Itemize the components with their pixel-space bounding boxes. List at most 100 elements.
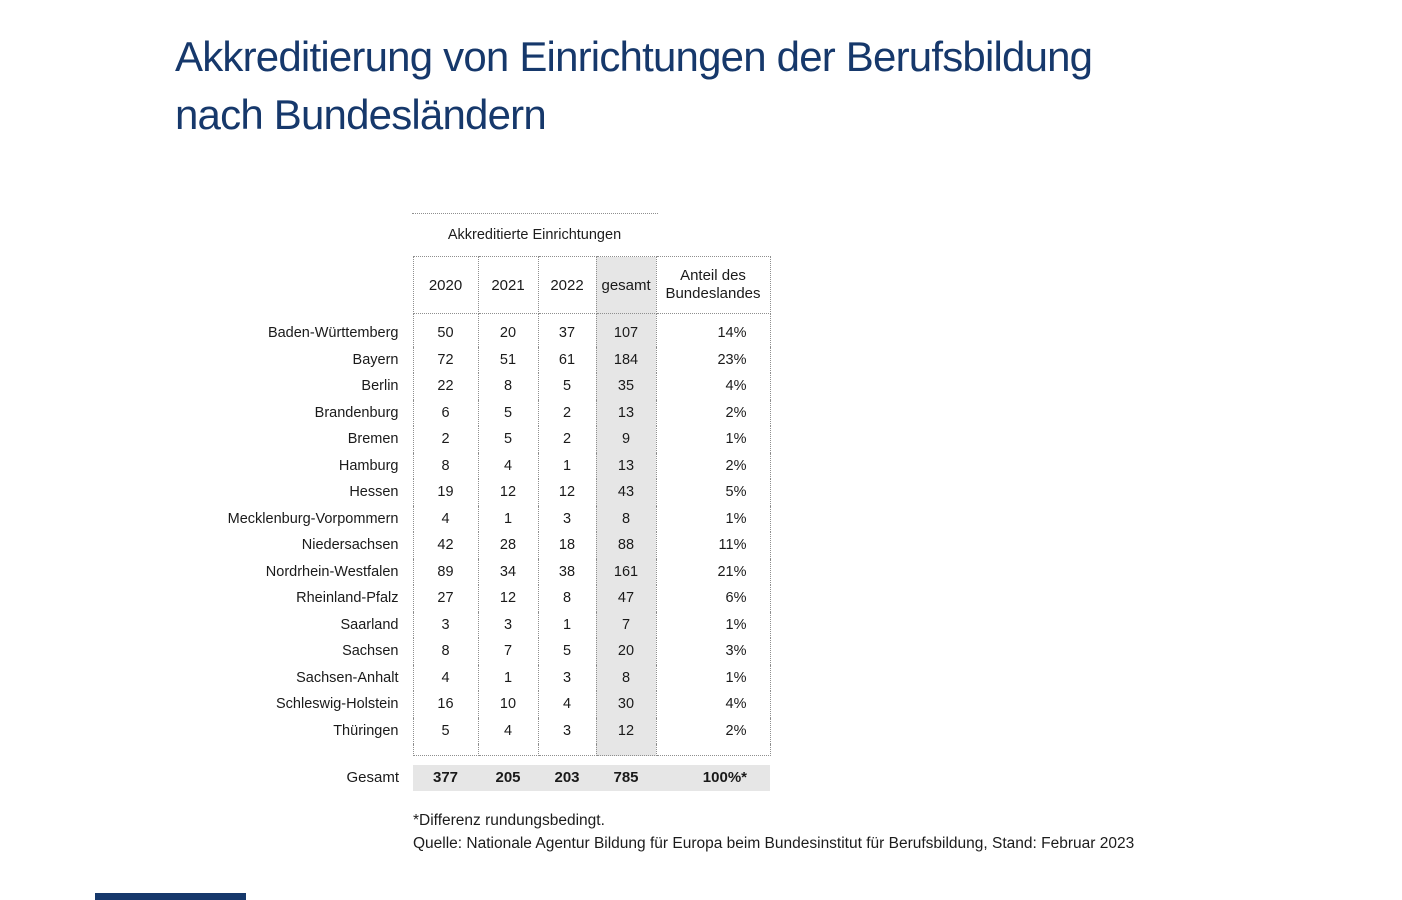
value-cell: 13 xyxy=(595,399,657,426)
row-label: Berlin xyxy=(361,378,399,395)
value-cell: 4 xyxy=(412,664,479,691)
value-cell: 1% xyxy=(655,426,771,453)
value-cell: 12 xyxy=(595,717,657,744)
value-cell: 10 xyxy=(477,691,539,718)
value-cell: 4 xyxy=(477,717,539,744)
value-cell: 12 xyxy=(477,585,539,612)
value-cell: 72 xyxy=(412,346,479,373)
value-cell: 6 xyxy=(412,399,479,426)
value-cell: 51 xyxy=(477,346,539,373)
value-cell: 20 xyxy=(477,313,539,347)
value-cell: 4 xyxy=(477,452,539,479)
table-row: Brandenburg 6 5 2 13 2% xyxy=(150,399,771,426)
table-row: Rheinland-Pfalz 27 12 8 47 6% xyxy=(150,585,771,612)
table-bottom-spacer xyxy=(150,744,771,756)
row-label: Nordrhein-Westfalen xyxy=(265,563,399,580)
header-row: 2020 2021 2022 gesamt Anteil des Bundesl… xyxy=(150,256,771,314)
table-row: Niedersachsen 42 28 18 88 11% xyxy=(150,532,771,559)
total-label: Gesamt xyxy=(346,769,399,786)
value-cell: 184 xyxy=(595,346,657,373)
table-row: Baden-Württemberg 50 20 37 107 14% xyxy=(150,313,771,347)
table-row: Thüringen 5 4 3 12 2% xyxy=(150,717,771,744)
value-cell: 19 xyxy=(412,479,479,506)
col-header-2020: 2020 xyxy=(412,256,479,314)
row-label: Hamburg xyxy=(338,457,399,474)
row-label: Mecklenburg-Vorpommern xyxy=(227,510,399,527)
row-label: Bayern xyxy=(352,351,399,368)
row-label: Bremen xyxy=(347,431,399,448)
page-title-line-1: Akkreditierung von Einrichtungen der Ber… xyxy=(175,33,1093,80)
value-cell: 3 xyxy=(477,611,539,638)
col-header-gesamt: gesamt xyxy=(595,256,657,314)
value-cell: 34 xyxy=(477,558,539,585)
value-cell: 8 xyxy=(537,585,597,612)
row-label: Sachsen-Anhalt xyxy=(296,669,399,686)
total-value-2022: 203 xyxy=(554,769,580,786)
value-cell: 161 xyxy=(595,558,657,585)
accreditation-table: 2020 2021 2022 gesamt Anteil des Bundesl… xyxy=(150,256,771,756)
value-cell: 2% xyxy=(655,717,771,744)
value-cell: 35 xyxy=(595,373,657,400)
table-row: Hamburg 8 4 1 13 2% xyxy=(150,452,771,479)
value-cell: 5 xyxy=(537,373,597,400)
page-title: Akkreditierung von Einrichtungen der Ber… xyxy=(175,28,1093,144)
value-cell: 2% xyxy=(655,399,771,426)
col-header-2021: 2021 xyxy=(477,256,539,314)
row-label: Sachsen xyxy=(342,643,399,660)
value-cell: 89 xyxy=(412,558,479,585)
total-value-gesamt: 785 xyxy=(613,769,639,786)
value-cell: 1 xyxy=(477,664,539,691)
value-cell: 5 xyxy=(477,426,539,453)
row-label: Brandenburg xyxy=(314,404,399,421)
brand-bar xyxy=(95,893,246,900)
value-cell: 11% xyxy=(655,532,771,559)
value-cell: 27 xyxy=(412,585,479,612)
value-cell: 8 xyxy=(412,452,479,479)
value-cell: 20 xyxy=(595,638,657,665)
row-label: Rheinland-Pfalz xyxy=(296,590,399,607)
table-row: Hessen 19 12 12 43 5% xyxy=(150,479,771,506)
value-cell: 38 xyxy=(537,558,597,585)
value-cell: 6% xyxy=(655,585,771,612)
value-cell: 1 xyxy=(477,505,539,532)
value-cell: 3 xyxy=(537,664,597,691)
value-cell: 3 xyxy=(412,611,479,638)
value-cell: 1% xyxy=(655,664,771,691)
value-cell: 3% xyxy=(655,638,771,665)
table-row: Sachsen 8 7 5 20 3% xyxy=(150,638,771,665)
value-cell: 2 xyxy=(412,426,479,453)
value-cell: 1% xyxy=(655,611,771,638)
table-row: Bayern 72 51 61 184 23% xyxy=(150,346,771,373)
value-cell: 37 xyxy=(537,313,597,347)
value-cell: 5 xyxy=(412,717,479,744)
value-cell: 21% xyxy=(655,558,771,585)
value-cell: 14% xyxy=(655,313,771,347)
value-cell: 7 xyxy=(595,611,657,638)
value-cell: 8 xyxy=(477,373,539,400)
value-cell: 107 xyxy=(595,313,657,347)
value-cell: 5 xyxy=(537,638,597,665)
header-row-label-spacer xyxy=(150,257,413,314)
value-cell: 4% xyxy=(655,691,771,718)
table-row: Berlin 22 8 5 35 4% xyxy=(150,373,771,400)
value-cell: 43 xyxy=(595,479,657,506)
value-cell: 9 xyxy=(595,426,657,453)
value-cell: 3 xyxy=(537,717,597,744)
value-cell: 23% xyxy=(655,346,771,373)
value-cell: 16 xyxy=(412,691,479,718)
value-cell: 50 xyxy=(412,313,479,347)
value-cell: 5% xyxy=(655,479,771,506)
value-cell: 1 xyxy=(537,452,597,479)
value-cell: 12 xyxy=(537,479,597,506)
value-cell: 2 xyxy=(537,426,597,453)
value-cell: 47 xyxy=(595,585,657,612)
table-row: Sachsen-Anhalt 4 1 3 8 1% xyxy=(150,664,771,691)
value-cell: 8 xyxy=(595,664,657,691)
row-label: Hessen xyxy=(349,484,399,501)
footnote-asterisk: *Differenz rundungsbedingt. xyxy=(413,812,605,829)
value-cell: 88 xyxy=(595,532,657,559)
value-cell: 12 xyxy=(477,479,539,506)
table-group-header: Akkreditierte Einrichtungen xyxy=(447,227,622,243)
value-cell: 2% xyxy=(655,452,771,479)
